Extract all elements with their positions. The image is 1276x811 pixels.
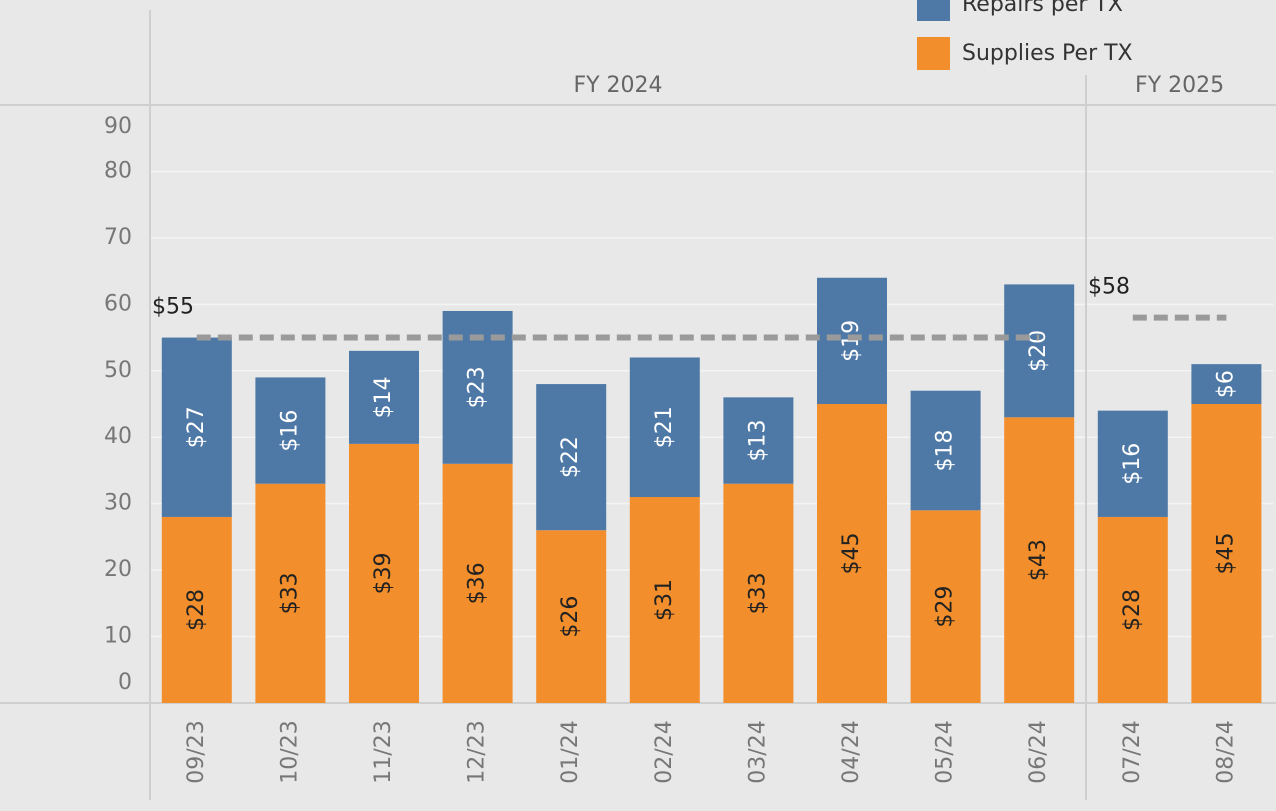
reference-label: $55	[152, 295, 194, 320]
value-label: $22	[558, 436, 583, 478]
bar-segment	[536, 384, 607, 531]
x-tick-label: 10/23	[277, 720, 302, 783]
reference-label: $58	[1088, 275, 1130, 300]
bar-segment	[255, 377, 326, 484]
group-header: FY 2025	[1135, 73, 1224, 98]
value-label: $13	[745, 420, 770, 462]
y-tick-label: 20	[104, 557, 132, 582]
value-label: $23	[465, 366, 490, 408]
bar-segment	[1097, 516, 1168, 703]
x-tick-label: 01/24	[558, 720, 583, 783]
value-label: $33	[277, 572, 302, 614]
x-tick-label: 03/24	[745, 720, 770, 783]
value-label: $6	[1213, 370, 1238, 398]
value-label: $28	[184, 589, 209, 631]
x-tick-label: 02/24	[652, 720, 677, 783]
x-tick-label: 08/24	[1213, 720, 1238, 783]
x-tick-label: 04/24	[839, 720, 864, 783]
value-label: $16	[1120, 443, 1145, 485]
bar-segment	[255, 483, 326, 703]
y-tick-label: 70	[104, 225, 132, 250]
value-label: $19	[839, 320, 864, 362]
value-label: $21	[652, 406, 677, 448]
bar-segment	[161, 516, 232, 703]
y-tick-label: 90	[104, 114, 132, 139]
value-label: $43	[1026, 539, 1051, 581]
value-label: $16	[277, 410, 302, 452]
value-label: $18	[933, 430, 958, 472]
bar-segment	[161, 337, 232, 517]
y-tick-label: 0	[118, 670, 132, 695]
bar-segment	[723, 397, 794, 484]
bar-segment	[1191, 404, 1262, 703]
bar-segment	[1191, 364, 1262, 404]
value-label: $27	[184, 406, 209, 448]
value-label: $14	[371, 376, 396, 418]
value-label: $33	[745, 572, 770, 614]
bar-segment	[349, 443, 419, 703]
bar-segment	[349, 350, 419, 444]
y-tick-label: 80	[104, 158, 132, 183]
bar-segment	[629, 357, 700, 498]
legend-label: Repairs per TX	[962, 0, 1123, 17]
x-tick-label: 07/24	[1120, 720, 1145, 783]
y-tick-label: 40	[104, 424, 132, 449]
value-label: $31	[652, 579, 677, 621]
y-tick-label: 60	[104, 291, 132, 316]
x-tick-label: 09/23	[184, 720, 209, 783]
bar-segment	[723, 483, 794, 703]
y-tick-label: 50	[104, 358, 132, 383]
bar-segment	[910, 390, 981, 511]
legend-swatch	[917, 37, 950, 70]
bar-segment	[1004, 284, 1075, 418]
x-tick-label: 11/23	[371, 720, 396, 783]
bar-segment	[910, 510, 981, 703]
bar-segment	[1004, 417, 1075, 703]
value-label: $26	[558, 596, 583, 638]
value-label: $45	[839, 533, 864, 575]
x-tick-label: 05/24	[933, 720, 958, 783]
y-tick-label: 10	[104, 624, 132, 649]
value-label: $36	[465, 562, 490, 604]
bar-segment	[817, 404, 887, 703]
group-header: FY 2024	[573, 73, 662, 98]
value-label: $45	[1213, 533, 1238, 575]
value-label: $28	[1120, 589, 1145, 631]
value-label: $39	[371, 552, 396, 594]
legend-label: Supplies Per TX	[962, 41, 1133, 66]
x-tick-label: 12/23	[465, 720, 490, 783]
bar-segment	[817, 277, 887, 404]
bar-segment	[629, 497, 700, 703]
bar-segment	[442, 463, 513, 703]
x-tick-label: 06/24	[1026, 720, 1051, 783]
bar-segment	[536, 530, 607, 703]
bar-segment	[1097, 410, 1168, 517]
legend-swatch	[917, 0, 950, 21]
value-label: $29	[933, 586, 958, 628]
y-tick-label: 30	[104, 491, 132, 516]
